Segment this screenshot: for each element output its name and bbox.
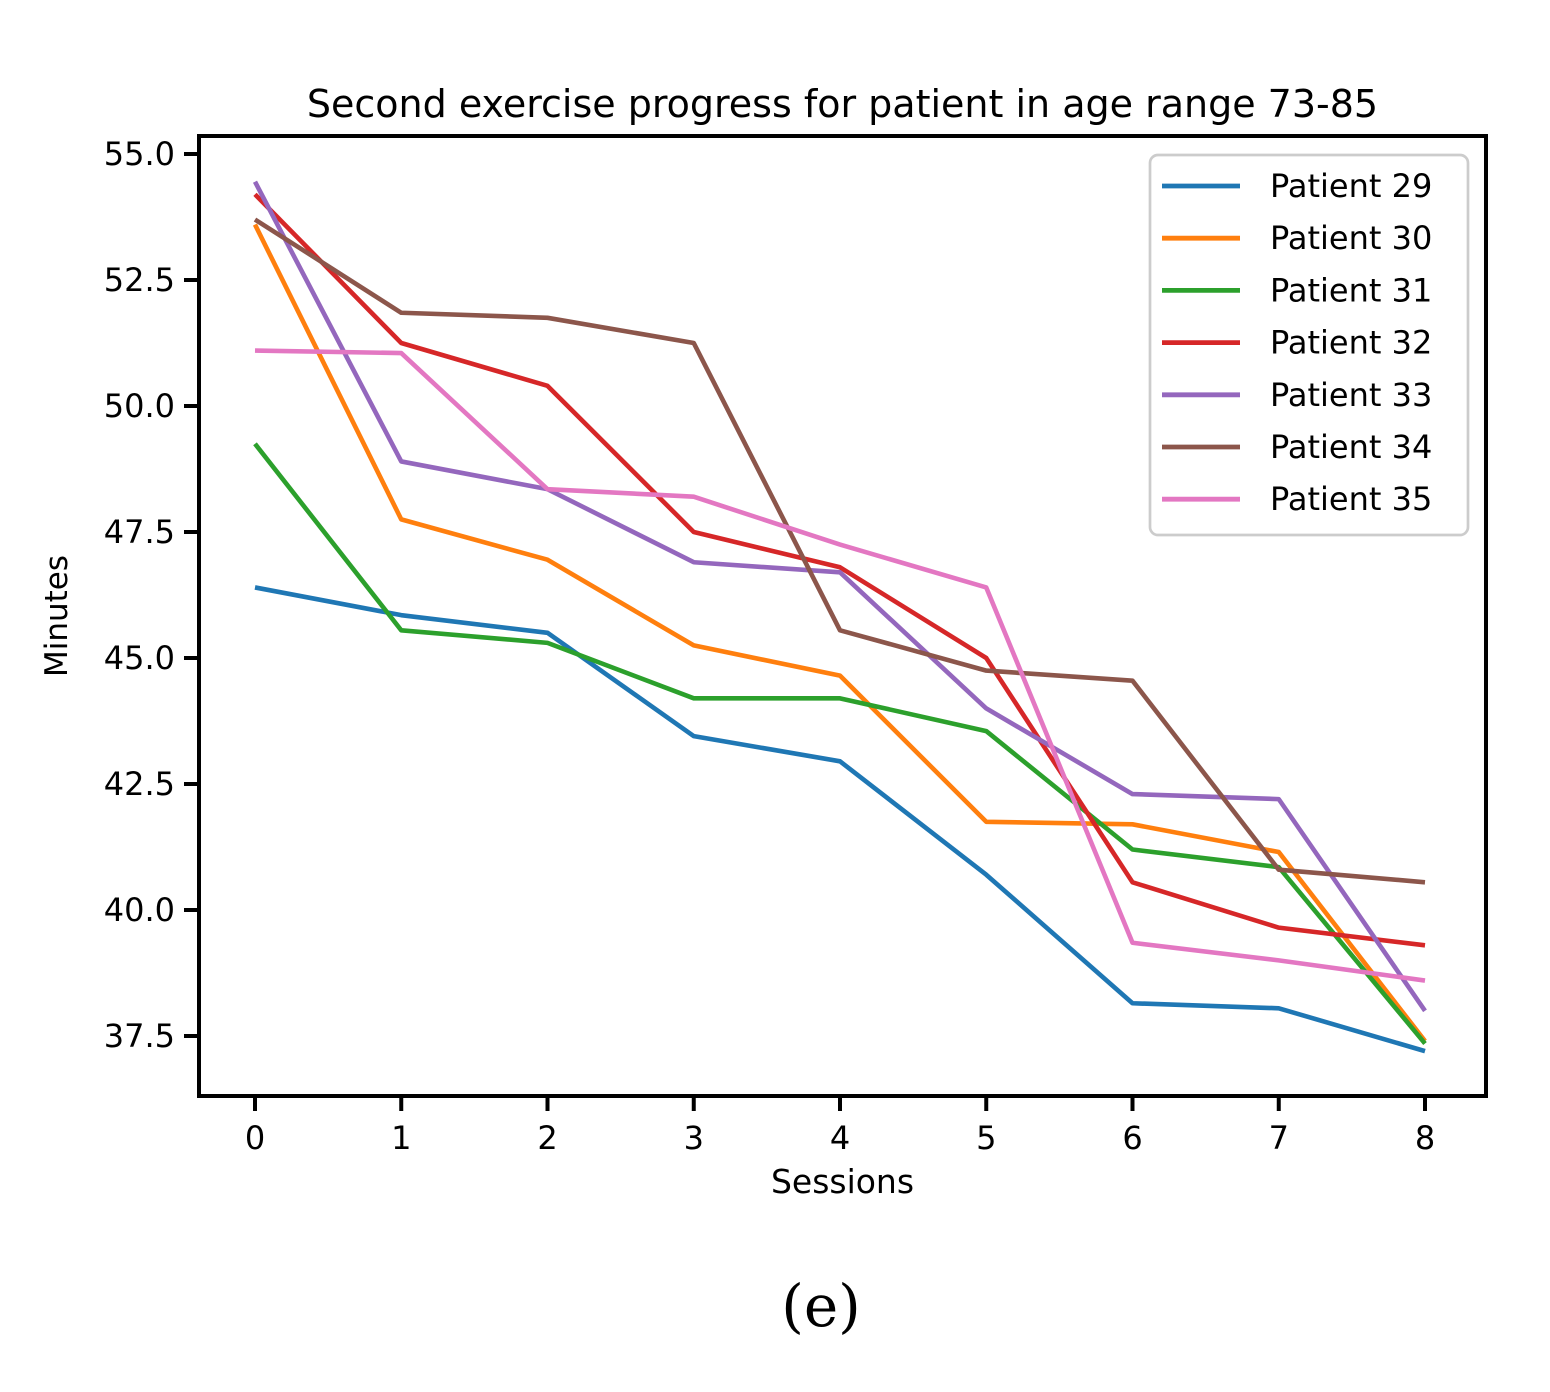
legend-box — [1148, 153, 1470, 537]
y-tick-label: 55.0 — [104, 135, 175, 173]
x-tick-label: 1 — [391, 1119, 411, 1157]
y-tick-label: 37.5 — [104, 1017, 175, 1055]
series-line-patient-30 — [252, 223, 1427, 1043]
legend-label: Patient 33 — [1270, 376, 1432, 414]
x-tick-label: 2 — [537, 1119, 557, 1157]
series-line-patient-31 — [253, 442, 1427, 1046]
y-axis-label: Minutes — [39, 554, 75, 678]
y-tick-label: 40.0 — [104, 891, 175, 929]
y-tick-label: 45.0 — [104, 639, 175, 677]
legend-item-patient-34: Patient 34 — [1162, 428, 1432, 466]
series-line-patient-34 — [253, 217, 1426, 885]
plot-area — [197, 134, 1488, 1098]
y-tick-label: 52.5 — [104, 261, 175, 299]
series-line-patient-35 — [254, 348, 1426, 983]
x-tick-label: 5 — [976, 1119, 996, 1157]
series-line-patient-29 — [254, 585, 1426, 1054]
legend-item-patient-29: Patient 29 — [1162, 167, 1432, 205]
chart-title: Second exercise progress for patient in … — [306, 82, 1379, 126]
series-line-patient-32 — [253, 192, 1426, 948]
y-tick-label: 42.5 — [104, 765, 175, 803]
legend-item-patient-33: Patient 33 — [1162, 376, 1432, 414]
x-tick-label: 4 — [830, 1119, 850, 1157]
legend-label: Patient 35 — [1270, 480, 1432, 518]
legend-item-patient-30: Patient 30 — [1162, 219, 1432, 257]
legend-label: Patient 29 — [1270, 167, 1432, 205]
legend-item-patient-31: Patient 31 — [1162, 271, 1432, 309]
legend-label: Patient 30 — [1270, 219, 1432, 257]
x-tick-label: 6 — [1122, 1119, 1142, 1157]
series-line-patient-33 — [252, 180, 1427, 1013]
x-tick-label: 0 — [245, 1119, 265, 1157]
x-tick-label: 8 — [1415, 1119, 1435, 1157]
x-axis-label: Sessions — [770, 1162, 915, 1201]
subfigure-caption: (e) — [781, 1272, 861, 1340]
x-tick-label: 3 — [684, 1119, 704, 1157]
y-tick-label: 50.0 — [104, 387, 175, 425]
legend: Patient 29 Patient 30 Patient 31 Patient 32… — [1148, 153, 1470, 537]
x-tick-label: 7 — [1269, 1119, 1289, 1157]
legend-label: Patient 32 — [1270, 324, 1432, 362]
legend-item-patient-35: Patient 35 — [1162, 480, 1432, 518]
legend-label: Patient 34 — [1270, 428, 1432, 466]
legend-label: Patient 31 — [1270, 271, 1432, 309]
y-tick-label: 47.5 — [104, 513, 175, 551]
legend-item-patient-32: Patient 32 — [1162, 324, 1432, 362]
